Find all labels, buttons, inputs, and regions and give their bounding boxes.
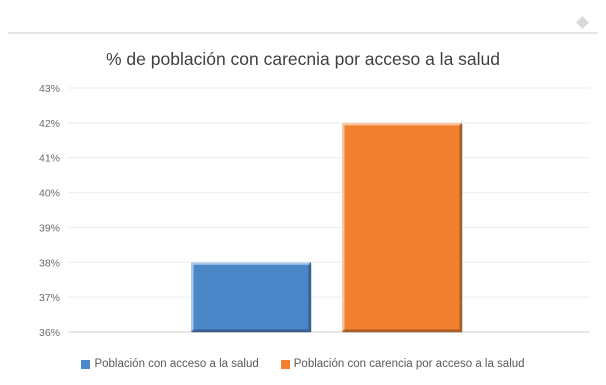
bar-carencia [342, 122, 462, 332]
legend-swatch-acceso [81, 359, 91, 369]
chart-legend: Población con acceso a la salud Població… [0, 358, 606, 370]
bar-bevel-shadow [192, 263, 312, 333]
y-tick-label: 36% [39, 327, 60, 339]
legend-item-acceso: Población con acceso a la salud [81, 358, 259, 370]
y-tick-label: 42% [39, 118, 60, 130]
bar-bevel-highlight [341, 122, 461, 331]
chart-title: % de población con carecnia por acceso a… [106, 49, 500, 69]
legend-label-acceso: Población con acceso a la salud [94, 358, 259, 370]
bar-bevel-shadow [343, 123, 463, 333]
y-tick-label: 38% [39, 257, 60, 269]
legend-item-carencia: Población con carencia por acceso a la s… [280, 358, 525, 370]
legend-label-carencia: Población con carencia por acceso a la s… [293, 358, 525, 370]
top-divider [8, 32, 598, 34]
bar-bevel-highlight [190, 261, 310, 331]
y-tick-label: 40% [39, 188, 60, 200]
legend-swatch-carencia [280, 359, 290, 369]
y-tick-label: 41% [39, 153, 60, 165]
y-tick-label: 43% [39, 83, 60, 95]
bar-acceso [191, 262, 311, 332]
y-tick-label: 39% [39, 222, 60, 234]
y-tick-label: 37% [39, 292, 60, 304]
